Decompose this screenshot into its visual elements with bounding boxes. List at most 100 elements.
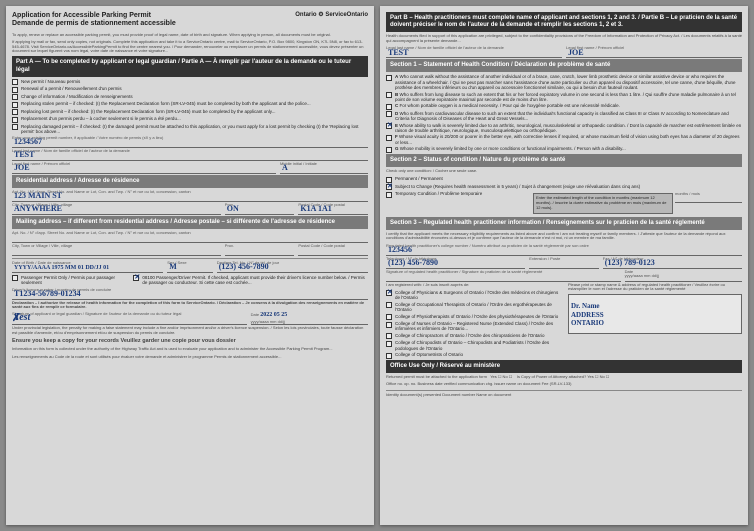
checkbox[interactable]: [12, 102, 18, 108]
warning-text: Under provincial legislation, the penalt…: [12, 326, 368, 335]
sig2-field[interactable]: Signature of regulated health practition…: [386, 270, 621, 282]
mail-prov-field[interactable]: Prov.: [225, 244, 295, 256]
dl-field[interactable]: Driver's licence number / numéro de perm…: [12, 288, 368, 300]
checkbox[interactable]: [12, 117, 18, 123]
office-line2: Office no. op. no. Business date verifie…: [386, 382, 742, 386]
mail-city-field[interactable]: City, Town or Village / Ville, village: [12, 244, 221, 256]
privacy-en: Information on this form is collected un…: [12, 347, 368, 351]
p2-first-name-field[interactable]: Legal first name / Prénom officiel JOE: [566, 46, 742, 58]
temp-duration-box: Enter the estimated length of the condit…: [533, 193, 673, 213]
checkbox[interactable]: [386, 135, 392, 141]
college-3: College of Physiotherapists of Ontario /…: [386, 314, 560, 321]
form-page-2: Part B – Health practitioners must compl…: [380, 6, 748, 525]
checkbox[interactable]: [386, 290, 392, 296]
checkbox[interactable]: [12, 124, 18, 130]
signature-field[interactable]: Signature of applicant or legal guardian…: [12, 312, 247, 325]
checkbox[interactable]: [386, 333, 392, 339]
cond-F: F Whose visual acuity is 20/200 or poore…: [386, 134, 742, 145]
health-note: Health documents filed in support of thi…: [386, 34, 742, 43]
office-header: Office Use Only / Réservé au ministère: [386, 360, 742, 373]
ontario-logo: Ontario ⚙ ServiceOntario: [295, 12, 368, 19]
registered-label: I am registered with: / Je suis inscrit …: [386, 283, 560, 287]
reg-number-field[interactable]: Regulated health practitioner's college …: [386, 244, 742, 256]
tel-field[interactable]: Daytime Tel. No. / N° de tél. de jour (1…: [217, 261, 368, 273]
first-name-field[interactable]: Legal first name / Prénom officiel JOE: [12, 162, 276, 174]
college-6: College of Chiropodists of Ontario – Chi…: [386, 340, 560, 351]
cb-passenger-driver: 08100 Passenger/Driver Permit. If checke…: [133, 275, 368, 286]
cond-E: E Whose ability to walk is severely limi…: [386, 123, 742, 134]
cond-D: D Who suffers from cardiovascular diseas…: [386, 111, 742, 122]
certify-text: I certify that the applicant meets the n…: [386, 232, 742, 241]
date2-field[interactable]: Date yyyy/aaaa mm dd/jj: [625, 270, 742, 282]
checkbox[interactable]: [386, 123, 392, 129]
p2-last-name-field[interactable]: Legal last name / Nom de famille officie…: [386, 46, 562, 58]
cb-new-permit: New permit / Nouveau permis: [12, 79, 368, 86]
checkbox[interactable]: [133, 275, 139, 281]
college-1: College of Physicians & Surgeons of Onta…: [386, 290, 560, 301]
checkbox[interactable]: [386, 147, 392, 153]
cb-stolen: Replacing stolen permit – if checked: (I…: [12, 101, 368, 108]
checkbox[interactable]: [386, 104, 392, 110]
cb-renewal: Renewal of a permit / Renouvellement d'u…: [12, 86, 368, 93]
status-permanent: Permanent / Permanent: [386, 176, 742, 183]
mail-street-field[interactable]: Apt. No. / N° d'app. Street No. and Name…: [12, 231, 368, 243]
cond-A: A Who cannot walk without the assistance…: [386, 74, 742, 90]
declaration-header: Declaration – I authorize the release of…: [12, 301, 368, 310]
mail-addr-header: Mailing address – if different from resi…: [12, 216, 368, 229]
checkbox[interactable]: [386, 177, 392, 183]
prov-field[interactable]: Prov. ON: [225, 203, 295, 215]
apply-note: To apply, renew or replace an accessible…: [12, 33, 368, 37]
partA-header: Part A — To be completed by applicant or…: [12, 56, 368, 76]
check-one-label: Check only one condition: / Cocher une s…: [386, 169, 742, 173]
cond-C: C For whom portable oxygen is a medical …: [386, 103, 742, 110]
checkbox[interactable]: [12, 87, 18, 93]
sec3-header: Section 3 – Regulated health practitione…: [386, 217, 742, 230]
checkbox[interactable]: [386, 92, 392, 98]
street-field[interactable]: Apt. No. / N° d'app. Street No. and Name…: [12, 190, 368, 202]
status-temporary: Temporary Condition / Problème temporair…: [386, 191, 742, 215]
stamp-label: Please print or stamp name & address of …: [568, 283, 742, 292]
college-4: College of Nurses of Ontario – Registere…: [386, 321, 560, 332]
checkbox[interactable]: [386, 322, 392, 328]
dob-field[interactable]: Date of Birth / Date de naissance YYYY/A…: [12, 261, 163, 273]
city-field[interactable]: City, Town or Village / Ville, village A…: [12, 203, 221, 215]
office-line3: Identity document(s) presented Document …: [386, 393, 742, 397]
fax-field[interactable]: Fax / N° de télécopieur (123) 789-0123: [603, 257, 742, 269]
last-name-field[interactable]: Legal last name / Nom de famille officie…: [12, 149, 368, 161]
tel2-field[interactable]: Telephone / N° de téléphone (123) 456-78…: [386, 257, 525, 269]
checkbox[interactable]: [386, 302, 392, 308]
title-block: Ontario ⚙ ServiceOntario Application for…: [12, 12, 368, 29]
form-page-1: Ontario ⚙ ServiceOntario Application for…: [6, 6, 374, 525]
checkbox[interactable]: [386, 314, 392, 320]
checkbox[interactable]: [12, 109, 18, 115]
res-addr-header: Residential address / Adresse de résiden…: [12, 175, 368, 188]
sec1-header: Section 1 – Statement of Health Conditio…: [386, 59, 742, 72]
checkbox[interactable]: [386, 353, 392, 359]
office-line1: Returned permit must be attached to the …: [386, 375, 742, 379]
college-5: College of Chiropractors of Ontario / l'…: [386, 333, 560, 340]
sex-field[interactable]: Sex / Sexe M: [167, 261, 212, 273]
privacy-fr: Les renseignements au Code de la route e…: [12, 355, 368, 359]
sec2-header: Section 2 – Status of condition / Nature…: [386, 154, 742, 167]
checkbox[interactable]: [12, 94, 18, 100]
ext-field[interactable]: Extension / Poste: [529, 257, 599, 269]
checkbox[interactable]: [386, 192, 392, 198]
fine-print-filler1: If applying by mail or fax, send only co…: [12, 40, 368, 53]
checkbox[interactable]: [386, 75, 392, 81]
ensure-copy: Ensure you keep a copy for your records …: [12, 338, 368, 344]
cb-lost: Replacing lost permit – if checked: (I) …: [12, 109, 368, 116]
checkbox[interactable]: [386, 341, 392, 347]
mail-postal-field[interactable]: Postal Code / Code postal: [298, 244, 368, 256]
stamp-box[interactable]: Dr. Name ADDRESS ONTARIO: [568, 294, 742, 334]
date-field[interactable]: Date 2022 05 25 yyyy/aaaa mm dd/jj: [251, 312, 368, 325]
postal-field[interactable]: Postal Code / Code postal K1A 1A1: [298, 203, 368, 215]
months-field[interactable]: months / mois: [675, 191, 742, 203]
checkbox[interactable]: [12, 275, 18, 281]
initial-field[interactable]: Middle initial / Initiale A: [280, 162, 368, 174]
cb-lost-fr: Replacement d'un permis perdu – à cocher…: [12, 116, 368, 123]
checkbox[interactable]: [386, 184, 392, 190]
college-2: College of Occupational Therapists of On…: [386, 302, 560, 313]
checkbox[interactable]: [12, 79, 18, 85]
checkbox[interactable]: [386, 111, 392, 117]
permit-number-field[interactable]: Enter your existing permit number, if ap…: [12, 136, 368, 148]
